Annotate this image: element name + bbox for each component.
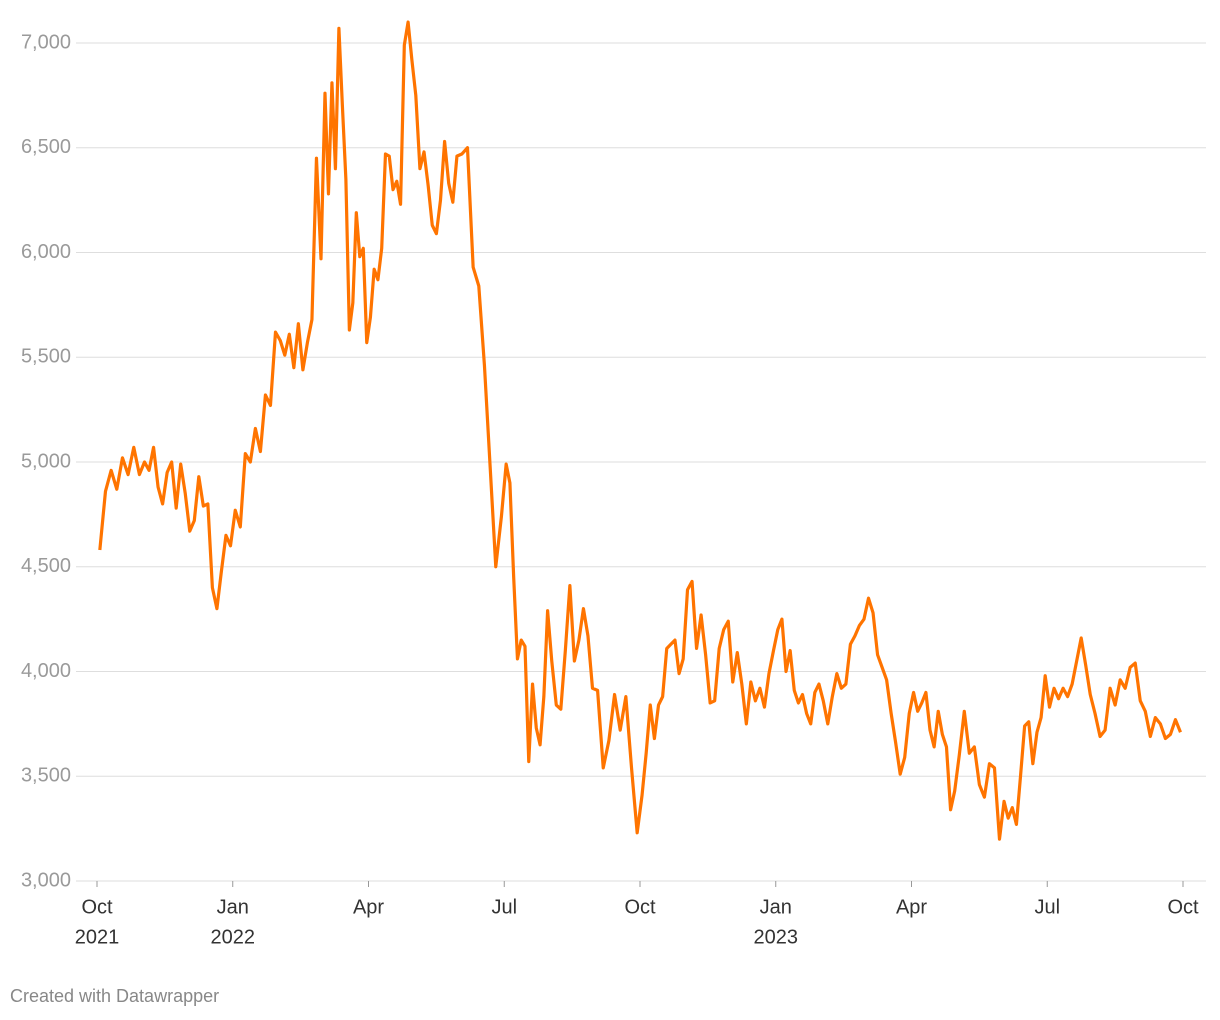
y-tick-label: 6,500: [21, 136, 71, 158]
x-tick-label: Jul: [491, 896, 517, 918]
x-tick-label: Apr: [353, 896, 384, 918]
x-tick-label: Jan: [760, 896, 792, 918]
data-line: [98, 20, 1182, 841]
y-tick-label: 4,000: [21, 660, 71, 682]
x-tick-label: Jul: [1034, 896, 1060, 918]
x-tick-label: Jan: [217, 896, 249, 918]
y-tick-label: 5,000: [21, 450, 71, 472]
x-tick-year: 2023: [754, 926, 799, 948]
y-tick-label: 3,000: [21, 869, 71, 891]
y-tick-label: 7,000: [21, 31, 71, 53]
y-tick-label: 3,500: [21, 765, 71, 787]
x-tick-year: 2022: [211, 926, 256, 948]
x-tick-year: 2021: [75, 926, 120, 948]
y-tick-label: 4,500: [21, 555, 71, 577]
y-tick-label: 6,000: [21, 241, 71, 263]
x-tick-label: Oct: [1167, 896, 1199, 918]
y-tick-label: 5,500: [21, 346, 71, 368]
x-tick-label: Apr: [896, 896, 927, 918]
x-tick-label: Oct: [624, 896, 656, 918]
footer: Created with Datawrapper: [10, 986, 219, 1006]
x-tick-label: Oct: [81, 896, 113, 918]
